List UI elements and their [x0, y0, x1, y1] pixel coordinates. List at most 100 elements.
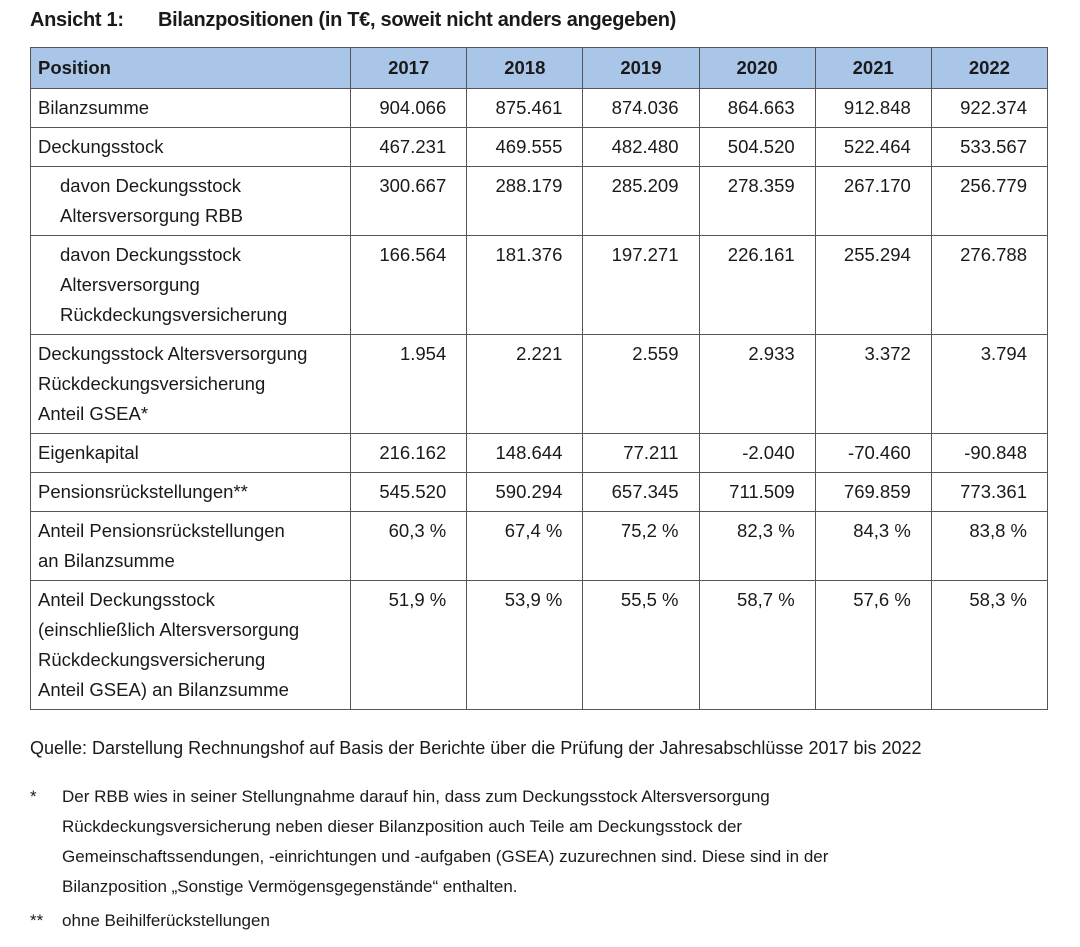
row-label-line: Anteil GSEA*: [38, 403, 149, 424]
cell-value: 60,3 %: [350, 511, 468, 581]
header-year: 2018: [466, 47, 584, 89]
table-row: Anteil Deckungsstock (einschließlich Alte…: [29, 580, 1049, 710]
header-year: 2021: [814, 47, 932, 89]
cell-value: 3.372: [814, 334, 932, 434]
cell-value: 769.859: [814, 472, 932, 512]
header-position: Position: [29, 47, 352, 89]
cell-value: 590.294: [466, 472, 584, 512]
cell-value: 77.211: [582, 433, 700, 473]
row-label: davon Deckungsstock Altersversorgung Rückd…: [29, 235, 352, 335]
header-row: Position 2017 2018 2019 2020 2021 2022: [29, 47, 1049, 89]
cell-value: 51,9 %: [350, 580, 468, 710]
row-label-line: Bilanzsumme: [38, 97, 150, 118]
cell-value: 267.170: [814, 166, 932, 236]
cell-value: 83,8 %: [930, 511, 1049, 581]
cell-value: 300.667: [350, 166, 468, 236]
cell-value: 276.788: [930, 235, 1049, 335]
cell-value: 75,2 %: [582, 511, 700, 581]
row-label-line: Eigenkapital: [38, 442, 139, 463]
cell-value: -2.040: [698, 433, 816, 473]
row-label-line: Altersversorgung RBB: [60, 205, 244, 226]
cell-value: 285.209: [582, 166, 700, 236]
cell-value: 255.294: [814, 235, 932, 335]
cell-value: 657.345: [582, 472, 700, 512]
cell-value: 904.066: [350, 88, 468, 128]
row-label-line: davon Deckungsstock: [60, 175, 241, 196]
row-label-line: Rückdeckungsversicherung: [60, 304, 288, 325]
table-row: Eigenkapital 216.162 148.644 77.211 -2.040 -7…: [29, 433, 1049, 473]
cell-value: 773.361: [930, 472, 1049, 512]
row-label-line: Rückdeckungsversicherung: [38, 649, 266, 670]
header-year: 2017: [350, 47, 468, 89]
row-label: Deckungsstock Altersversorgung Rückdeckun…: [29, 334, 352, 434]
row-label-line: Pensionsrückstellungen**: [38, 481, 248, 502]
cell-value: 482.480: [582, 127, 700, 167]
footnote-line: Der RBB wies in seiner Stellungnahme dar…: [62, 787, 770, 806]
cell-value: 875.461: [466, 88, 584, 128]
table-row: Bilanzsumme 904.066 875.461 874.036 864.663 9…: [29, 88, 1049, 128]
cell-value: 288.179: [466, 166, 584, 236]
row-label-line: Deckungsstock: [38, 136, 164, 157]
cell-value: 3.794: [930, 334, 1049, 434]
row-label-line: an Bilanzsumme: [38, 550, 175, 571]
cell-value: 55,5 %: [582, 580, 700, 710]
footnote-line: Gemeinschaftssendungen, -einrichtungen u…: [62, 847, 829, 866]
cell-value: -70.460: [814, 433, 932, 473]
row-label: Pensionsrückstellungen**: [29, 472, 352, 512]
table-title: Ansicht 1: Bilanzpositionen (in T€, sowei…: [30, 9, 676, 32]
cell-value: -90.848: [930, 433, 1049, 473]
cell-value: 181.376: [466, 235, 584, 335]
cell-value: 53,9 %: [466, 580, 584, 710]
cell-value: 2.221: [466, 334, 584, 434]
cell-value: 2.933: [698, 334, 816, 434]
footnote: ** ohne Beihilferückstellungen: [30, 906, 1022, 936]
header-year: 2022: [930, 47, 1049, 89]
cell-value: 467.231: [350, 127, 468, 167]
cell-value: 84,3 %: [814, 511, 932, 581]
row-label: Anteil Deckungsstock (einschließlich Alte…: [29, 580, 352, 710]
footnote-line: Bilanzposition „Sonstige Vermögensgegens…: [62, 877, 518, 896]
row-label-line: Rückdeckungsversicherung: [38, 373, 266, 394]
cell-value: 912.848: [814, 88, 932, 128]
footnote-marker: **: [30, 911, 44, 930]
row-label: Bilanzsumme: [29, 88, 352, 128]
cell-value: 2.559: [582, 334, 700, 434]
table-row: Pensionsrückstellungen** 545.520 590.294 65…: [29, 472, 1049, 512]
cell-value: 469.555: [466, 127, 584, 167]
footnote: * Der RBB wies in seiner Stellungnahme da…: [30, 782, 1022, 902]
cell-value: 533.567: [930, 127, 1049, 167]
header-year: 2019: [582, 47, 700, 89]
table-row: davon Deckungsstock Altersversorgung RBB 3…: [29, 166, 1049, 236]
table-row: davon Deckungsstock Altersversorgung Rückd…: [29, 235, 1049, 335]
row-label-line: (einschließlich Altersversorgung: [38, 619, 300, 640]
cell-value: 545.520: [350, 472, 468, 512]
row-label-line: Deckungsstock Altersversorgung: [38, 343, 308, 364]
cell-value: 922.374: [930, 88, 1049, 128]
table-row: Deckungsstock 467.231 469.555 482.480 504.52…: [29, 127, 1049, 167]
cell-value: 57,6 %: [814, 580, 932, 710]
cell-value: 197.271: [582, 235, 700, 335]
row-label-line: Anteil Deckungsstock: [38, 589, 215, 610]
footnote-line: ohne Beihilferückstellungen: [62, 911, 270, 930]
footnote-marker: *: [30, 787, 37, 806]
cell-value: 67,4 %: [466, 511, 584, 581]
cell-value: 522.464: [814, 127, 932, 167]
cell-value: 58,7 %: [698, 580, 816, 710]
row-label-line: Altersversorgung: [60, 274, 200, 295]
cell-value: 874.036: [582, 88, 700, 128]
cell-value: 1.954: [350, 334, 468, 434]
table-row: Deckungsstock Altersversorgung Rückdeckun…: [29, 334, 1049, 434]
source-note: Quelle: Darstellung Rechnungshof auf Bas…: [30, 738, 922, 758]
row-label: Eigenkapital: [29, 433, 352, 473]
cell-value: 226.161: [698, 235, 816, 335]
table-row: Anteil Pensionsrückstellungen an Bilanzsu…: [29, 511, 1049, 581]
cell-value: 711.509: [698, 472, 816, 512]
header-year: 2020: [698, 47, 816, 89]
cell-value: 216.162: [350, 433, 468, 473]
footnote-line: Rückdeckungsversicherung neben dieser Bi…: [62, 817, 743, 836]
row-label-line: davon Deckungsstock: [60, 244, 241, 265]
row-label: Anteil Pensionsrückstellungen an Bilanzsu…: [29, 511, 352, 581]
title-text: Bilanzpositionen (in T€, soweit nicht an…: [158, 9, 677, 31]
row-label-line: Anteil GSEA) an Bilanzsumme: [38, 679, 289, 700]
row-label-line: Anteil Pensionsrückstellungen: [38, 520, 285, 541]
